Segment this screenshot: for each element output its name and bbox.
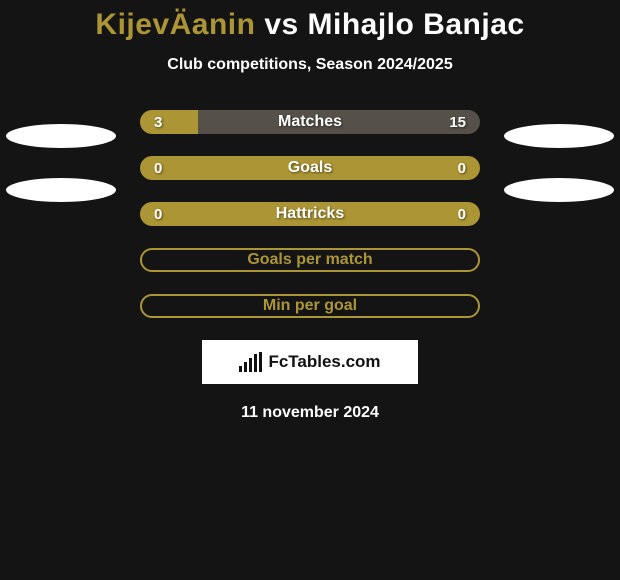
stat-value-left: 3 (154, 110, 162, 134)
stat-label: Hattricks (140, 202, 480, 226)
ellipse-right-3 (504, 178, 614, 202)
page-title: KijevÄanin vs Mihajlo Banjac (0, 8, 620, 42)
stat-row-min-per-goal: Min per goal (140, 294, 480, 318)
fctables-logo-icon (239, 352, 262, 372)
date-line: 11 november 2024 (0, 404, 620, 422)
stat-value-right: 0 (458, 202, 466, 226)
stat-label: Min per goal (142, 296, 478, 316)
ellipse-right-1 (504, 124, 614, 148)
stat-label: Goals per match (142, 250, 478, 270)
stat-value-left: 0 (154, 202, 162, 226)
stat-row-goals-per-match: Goals per match (140, 248, 480, 272)
stat-value-right: 15 (449, 110, 466, 134)
fctables-text: FcTables.com (268, 352, 380, 372)
title-right: vs Mihajlo Banjac (264, 8, 524, 41)
stat-row-matches: Matches3 15 (140, 110, 480, 134)
fctables-badge: FcTables.com (202, 340, 418, 384)
stat-row-hattricks: Hattricks0 0 (140, 202, 480, 226)
stat-label: Goals (140, 156, 480, 180)
comparison-card: KijevÄanin vs Mihajlo Banjac Club compet… (0, 0, 620, 580)
ellipse-left-2 (6, 178, 116, 202)
title-left: KijevÄanin (95, 8, 255, 41)
subtitle: Club competitions, Season 2024/2025 (0, 56, 620, 74)
stat-value-right: 0 (458, 156, 466, 180)
stat-label: Matches (140, 110, 480, 134)
stat-row-goals: Goals0 0 (140, 156, 480, 180)
stat-value-left: 0 (154, 156, 162, 180)
ellipse-left-0 (6, 124, 116, 148)
